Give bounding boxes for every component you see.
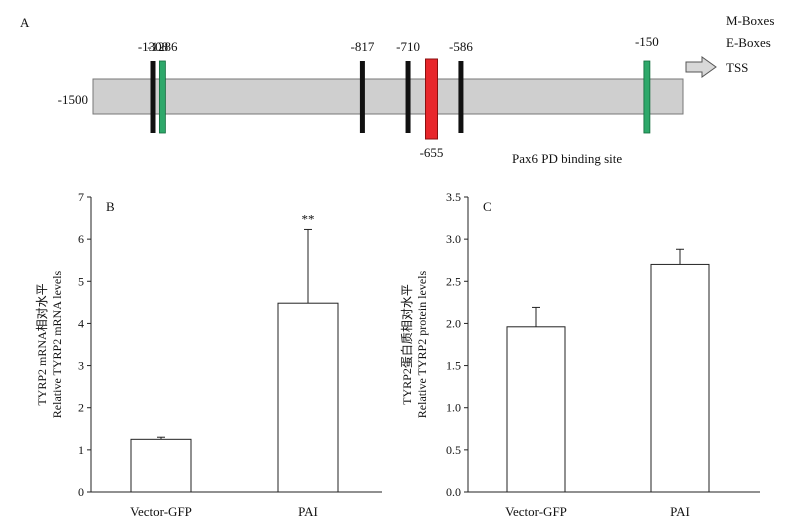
chart-b-mrna: B 0 1 2 3 4 5 6 7 TYRP2 mRNA相对水平 Relative TYRP2 m… xyxy=(35,190,382,519)
e-box-mark xyxy=(643,60,651,134)
bar xyxy=(277,302,339,493)
panel-a-promoter-map: A -1500 -1308-1286 -817 -710 -655 -586 -150 M… xyxy=(20,13,774,166)
promoter-bar xyxy=(92,78,684,115)
y-tick-label: 6 xyxy=(78,232,84,246)
promoter-start-label: -1500 xyxy=(58,92,88,107)
tss-arrow-icon xyxy=(685,56,717,78)
category-label: PAI xyxy=(670,504,690,519)
y-tick-label: 4 xyxy=(78,316,84,330)
category-label: PAI xyxy=(298,504,318,519)
site-label: -586 xyxy=(449,39,473,54)
site-label: -150 xyxy=(635,34,659,49)
m-box-mark xyxy=(405,61,411,133)
panel-b-label: B xyxy=(106,199,115,214)
legend-m-boxes: M-Boxes xyxy=(726,13,774,28)
category-label: Vector-GFP xyxy=(130,504,192,519)
m-box-mark xyxy=(150,61,156,133)
y-tick-label: 0.0 xyxy=(446,485,461,499)
site-label: -1286 xyxy=(147,39,178,54)
y-tick-label: 2 xyxy=(78,401,84,415)
y-tick-label: 3 xyxy=(78,359,84,373)
pax6-site-mark xyxy=(425,58,439,140)
category-label: Vector-GFP xyxy=(505,504,567,519)
y-tick-label: 5 xyxy=(78,274,84,288)
significance-marker: ** xyxy=(302,211,315,226)
bar xyxy=(506,326,566,493)
y-tick-label: 1.0 xyxy=(446,401,461,415)
chart-c-protein: C 0.0 0.5 1.0 1.5 2.0 2.5 3.0 3.5 TYRP2蛋白质相对水平 Re… xyxy=(399,190,760,519)
y-axis-label: TYRP2 mRNA相对水平 xyxy=(35,283,49,405)
y-tick-label: 1.5 xyxy=(446,359,461,373)
y-axis-label: Relative TYRP2 mRNA levels xyxy=(50,270,64,418)
legend-e-boxes: E-Boxes xyxy=(726,35,771,50)
y-tick-label: 7 xyxy=(78,190,84,204)
y-tick-label: 0 xyxy=(78,485,84,499)
y-tick-label: 3.5 xyxy=(446,190,461,204)
site-label: -817 xyxy=(350,39,374,54)
bar xyxy=(130,438,192,493)
m-box-mark xyxy=(359,61,365,133)
y-tick-label: 2.5 xyxy=(446,274,461,288)
site-label: -655 xyxy=(420,145,444,160)
panel-c-label: C xyxy=(483,199,492,214)
legend-pax6-site: Pax6 PD binding site xyxy=(512,151,622,166)
site-label: -1308 xyxy=(138,39,168,54)
y-tick-label: 0.5 xyxy=(446,443,461,457)
y-axis-label: TYRP2蛋白质相对水平 xyxy=(399,284,414,405)
site-label: -710 xyxy=(396,39,420,54)
bar xyxy=(650,263,710,493)
panel-a-label: A xyxy=(20,15,30,30)
y-tick-label: 2.0 xyxy=(446,316,461,330)
legend-tss: TSS xyxy=(726,60,748,75)
e-box-mark xyxy=(158,60,166,134)
y-tick-label: 1 xyxy=(78,443,84,457)
m-box-mark xyxy=(458,61,464,133)
y-axis-label: Relative TYRP2 protein levels xyxy=(415,270,429,418)
y-tick-label: 3.0 xyxy=(446,232,461,246)
binding-sites: -1308-1286 -817 -710 -655 -586 -150 xyxy=(138,34,659,160)
